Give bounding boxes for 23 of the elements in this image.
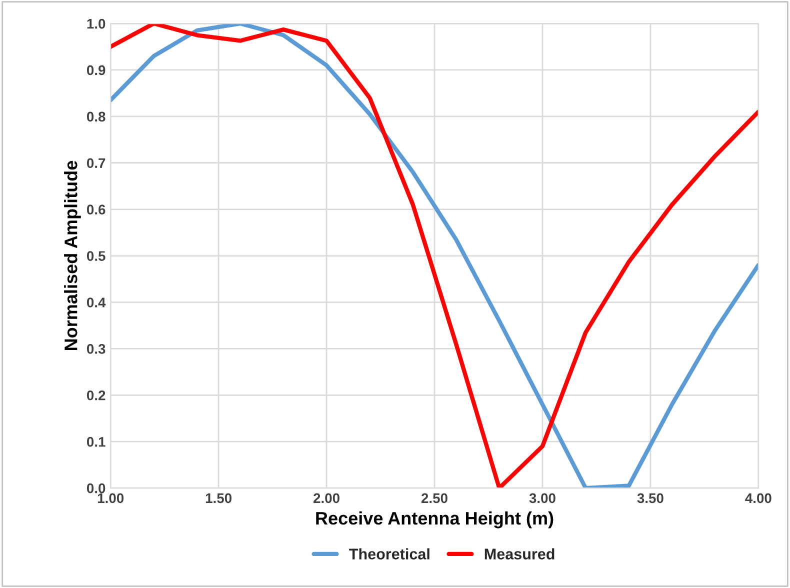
x-axis-title: Receive Antenna Height (m) — [316, 511, 554, 528]
legend-label: Measured — [484, 548, 554, 560]
line-series — [110, 24, 758, 488]
x-tick-label: 3.00 — [529, 493, 556, 504]
y-tick-label: 0.9 — [86, 65, 106, 76]
x-tick-label: 2.00 — [314, 493, 340, 504]
y-tick-label: 0.5 — [86, 251, 106, 261]
y-tick-label: 0.4 — [86, 298, 106, 308]
y-tick-label: 0.2 — [86, 390, 106, 400]
x-tick-label: 4.00 — [745, 493, 772, 504]
x-tick-label: 1.00 — [98, 493, 124, 504]
y-tick-label: 0.0 — [86, 483, 106, 494]
y-tick-label: 1.0 — [87, 18, 106, 29]
y-axis-title: Normalised Amplitude — [64, 160, 81, 350]
y-tick-label: 0.8 — [86, 112, 106, 122]
legend-label: Theoretical — [349, 548, 430, 560]
x-tick-label: 1.50 — [206, 493, 232, 504]
x-tick-label: 2.50 — [421, 493, 448, 504]
x-tick-label: 3.50 — [637, 493, 664, 504]
y-tick-label: 0.3 — [86, 344, 106, 354]
y-tick-label: 0.7 — [86, 158, 106, 168]
y-tick-label: 0.6 — [86, 204, 106, 214]
y-tick-label: 0.1 — [86, 436, 106, 447]
